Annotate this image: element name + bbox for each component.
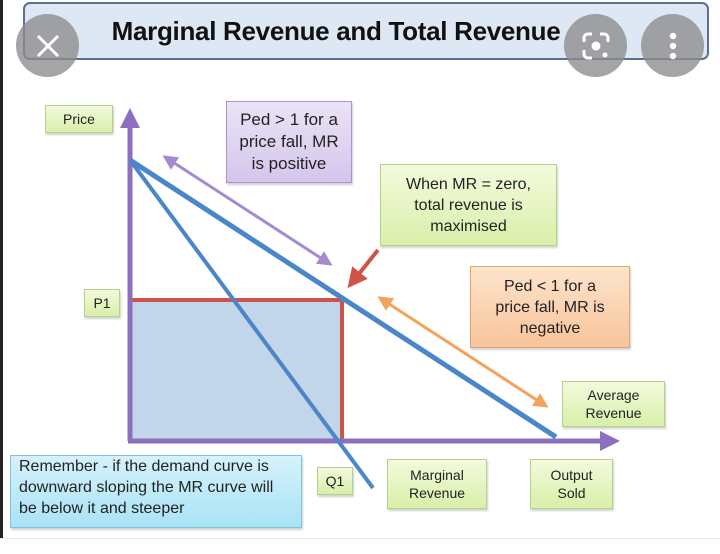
slide-title: Marginal Revenue and Total Revenue: [111, 15, 561, 46]
output-sold-label: Output Sold: [530, 459, 613, 509]
callout-line: When MR = zero,: [406, 175, 531, 193]
marginal-revenue-label: Marginal Revenue: [387, 459, 487, 509]
marginal-revenue-label-line: Marginal: [410, 467, 464, 483]
close-icon: [36, 34, 59, 57]
ped-greater-than-one-callout: Ped > 1 for a price fall, MR is positive: [226, 101, 352, 183]
lens-icon: [582, 32, 609, 59]
elastic-range-arrow: [162, 155, 333, 266]
average-revenue-label-line: Average: [587, 387, 640, 403]
close-button[interactable]: [16, 14, 79, 77]
lens-search-button[interactable]: [564, 14, 627, 77]
output-sold-label-line: Sold: [557, 485, 586, 501]
average-revenue-label: Average Revenue: [562, 381, 665, 427]
p1-label: P1: [84, 289, 120, 317]
viewer-left-edge: [0, 0, 3, 540]
total-revenue-area: [130, 300, 341, 440]
price-axis-label: Price: [45, 105, 113, 133]
marginal-revenue-label-line: Revenue: [408, 485, 466, 501]
mr-zero-arrow: [347, 248, 380, 289]
callout-line: total revenue is: [414, 196, 523, 214]
p1-label-text: P1: [93, 295, 111, 311]
output-sold-label-line: Output: [550, 467, 593, 483]
q1-label: Q1: [317, 467, 353, 495]
callout-line: price fall, MR: [239, 132, 339, 151]
q1-label-text: Q1: [325, 473, 345, 489]
average-revenue-label-line: Revenue: [585, 405, 642, 421]
viewer-bottom-band: [0, 538, 720, 554]
callout-line: negative: [519, 319, 581, 337]
more-vertical-icon: [669, 32, 676, 59]
more-options-button[interactable]: [641, 14, 704, 77]
callout-line: be below it and steeper: [19, 500, 185, 517]
callout-line: is positive: [251, 154, 327, 173]
ped-less-than-one-callout: Ped < 1 for a price fall, MR is negative: [470, 266, 630, 348]
callout-line: Ped < 1 for a: [503, 277, 597, 295]
callout-line: Remember - if the demand curve is: [19, 458, 269, 475]
callout-line: price fall, MR is: [495, 298, 605, 316]
inelastic-range-arrow: [377, 296, 549, 408]
remember-callout: Remember - if the demand curve is downwa…: [10, 455, 302, 528]
callout-line: Ped > 1 for a: [240, 110, 338, 129]
price-axis-label-text: Price: [63, 111, 95, 127]
callout-line: downward sloping the MR curve will: [19, 479, 274, 496]
mr-zero-callout: When MR = zero, total revenue is maximis…: [380, 164, 557, 246]
callout-line: maximised: [430, 217, 507, 235]
